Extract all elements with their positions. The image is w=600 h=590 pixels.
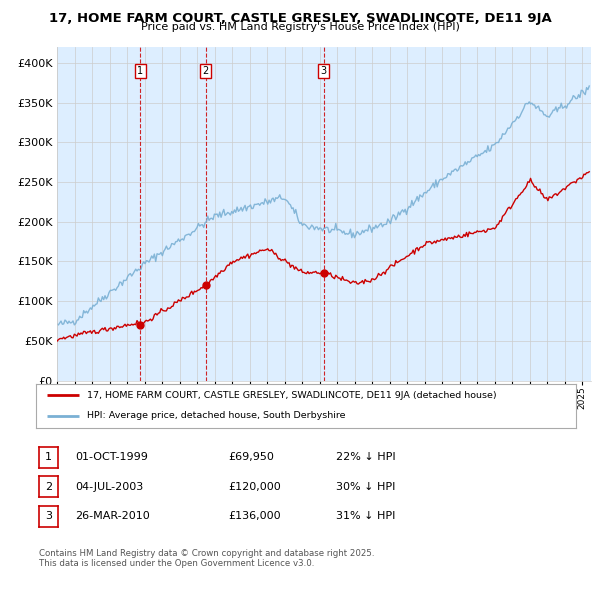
Text: 3: 3 xyxy=(320,66,327,76)
Text: 3: 3 xyxy=(45,512,52,521)
Text: 1: 1 xyxy=(137,66,143,76)
Text: 01-OCT-1999: 01-OCT-1999 xyxy=(75,453,148,462)
Text: Contains HM Land Registry data © Crown copyright and database right 2025.: Contains HM Land Registry data © Crown c… xyxy=(39,549,374,558)
Text: £120,000: £120,000 xyxy=(228,482,281,491)
Text: HPI: Average price, detached house, South Derbyshire: HPI: Average price, detached house, Sout… xyxy=(88,411,346,420)
Text: 26-MAR-2010: 26-MAR-2010 xyxy=(75,512,150,521)
Text: 2: 2 xyxy=(45,482,52,491)
Text: 17, HOME FARM COURT, CASTLE GRESLEY, SWADLINCOTE, DE11 9JA (detached house): 17, HOME FARM COURT, CASTLE GRESLEY, SWA… xyxy=(88,391,497,400)
Text: £136,000: £136,000 xyxy=(228,512,281,521)
Text: 17, HOME FARM COURT, CASTLE GRESLEY, SWADLINCOTE, DE11 9JA: 17, HOME FARM COURT, CASTLE GRESLEY, SWA… xyxy=(49,12,551,25)
Text: 31% ↓ HPI: 31% ↓ HPI xyxy=(336,512,395,521)
Text: £69,950: £69,950 xyxy=(228,453,274,462)
Text: 30% ↓ HPI: 30% ↓ HPI xyxy=(336,482,395,491)
Text: 22% ↓ HPI: 22% ↓ HPI xyxy=(336,453,395,462)
Text: This data is licensed under the Open Government Licence v3.0.: This data is licensed under the Open Gov… xyxy=(39,559,314,568)
Text: Price paid vs. HM Land Registry's House Price Index (HPI): Price paid vs. HM Land Registry's House … xyxy=(140,22,460,32)
Text: 1: 1 xyxy=(45,453,52,462)
Text: 2: 2 xyxy=(203,66,209,76)
Text: 04-JUL-2003: 04-JUL-2003 xyxy=(75,482,143,491)
